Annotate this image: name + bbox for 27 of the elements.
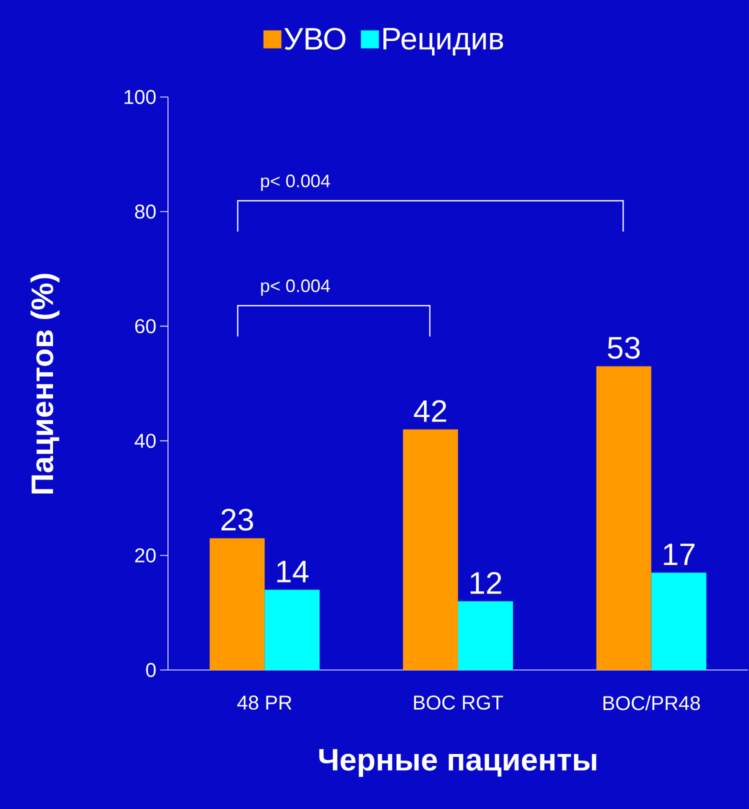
data-label: 12: [470, 572, 502, 594]
x-tick-label: BOC/PR48: [604, 696, 700, 710]
x-tick-label: 48 PR: [237, 696, 292, 710]
x-axis-title: Черные пациенты: [319, 749, 596, 777]
data-label: 23: [221, 508, 254, 531]
y-tick-label: 80: [135, 204, 156, 219]
y-axis-title: Пациентов (%): [30, 274, 60, 494]
bar: [458, 601, 513, 670]
annotation: p< 0.004: [261, 174, 330, 191]
data-label: 42: [414, 400, 446, 422]
data-label: 53: [608, 336, 640, 359]
x-tick-label: BOC RGT: [414, 696, 504, 710]
y-tick-label: 100: [124, 90, 156, 104]
bar: [402, 429, 458, 670]
data-label: 17: [664, 544, 695, 566]
data-label: 14: [277, 560, 308, 582]
legend-label: УВО: [284, 28, 346, 50]
y-tick-label: 0: [146, 662, 156, 678]
y-tick-label: 60: [135, 319, 156, 334]
bar: [596, 366, 652, 670]
bar: [210, 538, 265, 670]
y-tick-label: 40: [134, 434, 156, 448]
legend-label: Рецидив: [383, 28, 504, 56]
bar: [651, 572, 706, 670]
y-tick-label: 20: [135, 548, 156, 562]
annotation: p< 0.004: [261, 279, 330, 296]
bar: [264, 590, 320, 670]
